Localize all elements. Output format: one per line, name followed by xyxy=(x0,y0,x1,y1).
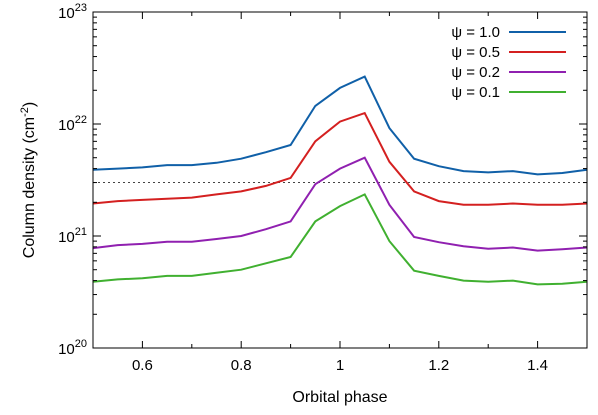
y-tick-label-base: 10 xyxy=(58,117,75,134)
legend-label: ψ = 0.5 xyxy=(451,44,500,61)
x-tick-labels: 0.6 0.8 1 1.2 1.4 xyxy=(132,357,548,374)
y-tick-label-base: 10 xyxy=(58,229,75,246)
x-tick-label: 1.4 xyxy=(527,357,548,374)
x-tick-label: 1 xyxy=(336,357,344,374)
x-tick-label: 1.2 xyxy=(428,357,449,374)
series-layer xyxy=(92,75,588,286)
legend: ψ = 1.0 ψ = 0.5 ψ = 0.2 ψ = 0.1 xyxy=(451,24,566,101)
legend-label: ψ = 0.2 xyxy=(451,64,500,81)
y-tick-label: 1021 xyxy=(58,226,87,246)
x-tick-label: 0.6 xyxy=(132,357,153,374)
ticks-layer xyxy=(92,11,588,349)
y-axis-label-close: ) xyxy=(21,102,38,107)
y-tick-label-exponent: 21 xyxy=(75,226,87,238)
y-axis-label-exponent: -2 xyxy=(19,107,31,117)
y-tick-label: 1022 xyxy=(58,114,87,134)
series-line-3 xyxy=(92,156,588,252)
y-tick-label-exponent: 20 xyxy=(75,338,87,350)
plot-frame xyxy=(92,11,588,349)
x-tick-label: 0.8 xyxy=(231,357,252,374)
y-tick-label: 1020 xyxy=(58,338,87,358)
series-line-2 xyxy=(92,111,588,206)
y-tick-label-base: 10 xyxy=(58,5,75,22)
y-tick-label-exponent: 22 xyxy=(75,114,87,126)
y-tick-label-exponent: 23 xyxy=(75,2,87,14)
x-axis-label: Orbital phase xyxy=(292,389,387,406)
y-axis-label-main: Column density (cm xyxy=(21,117,38,258)
series-line-4 xyxy=(92,193,588,286)
y-tick-label: 1023 xyxy=(58,2,87,22)
y-axis-label: Column density (cm-2) xyxy=(19,102,38,258)
y-tick-label-base: 10 xyxy=(58,341,75,358)
legend-label: ψ = 0.1 xyxy=(451,84,500,101)
series-line-1 xyxy=(92,75,588,176)
legend-label: ψ = 1.0 xyxy=(451,24,500,41)
